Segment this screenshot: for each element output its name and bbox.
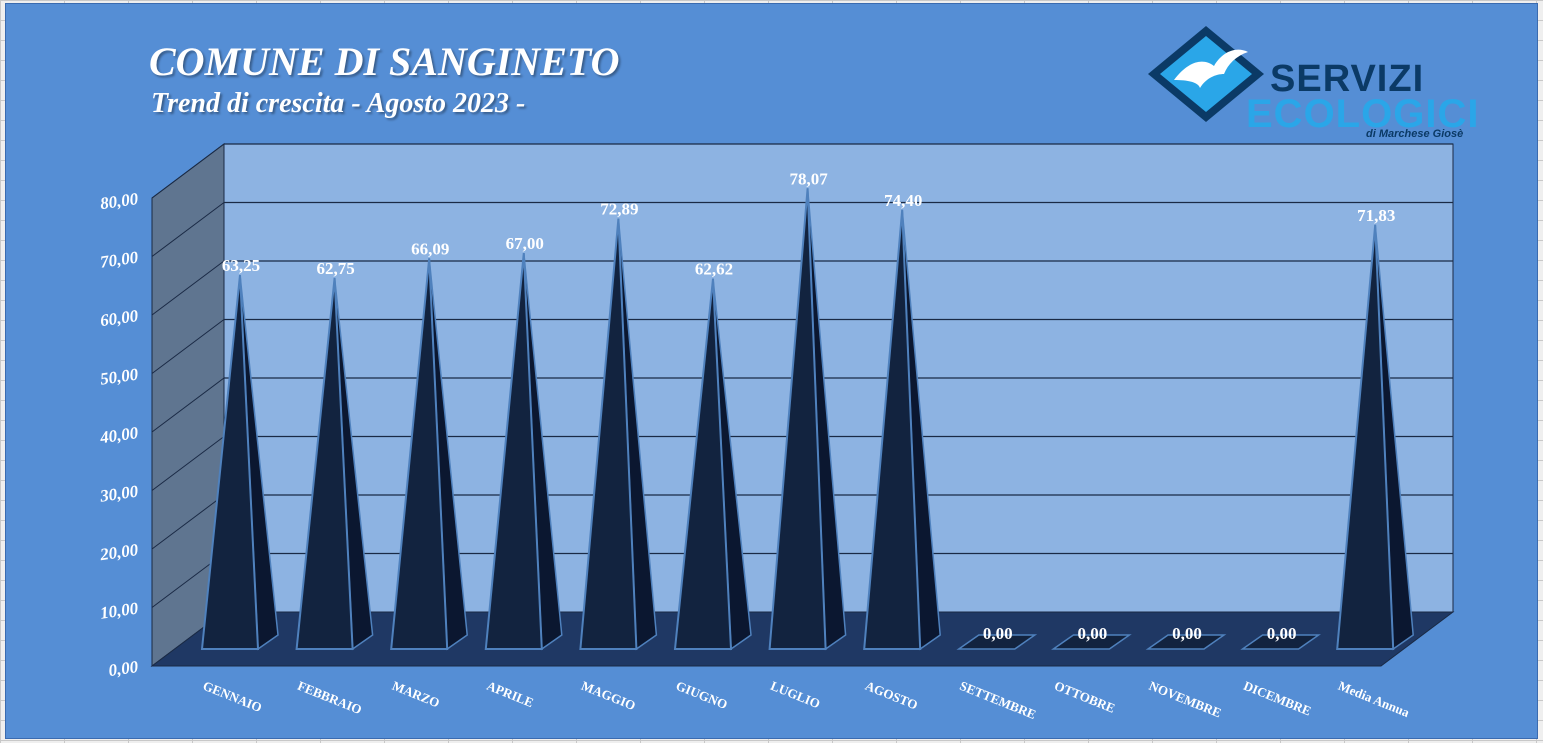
gridline-side: [151, 143, 225, 199]
data-label: 0,00: [1267, 624, 1297, 643]
pyramid-bar: [673, 278, 733, 650]
data-label: 78,07: [789, 169, 828, 188]
pyramid-bar: [1240, 634, 1321, 650]
x-tick-label: MARZO: [390, 678, 442, 711]
y-tick-label: 0,00: [107, 657, 140, 680]
x-tick-label: FEBBRAIO: [295, 678, 364, 717]
seagull-diamond-icon: [1148, 26, 1264, 122]
x-tick-label: SETTEMBRE: [958, 678, 1039, 722]
data-label: 67,00: [506, 234, 544, 253]
x-tick-label: NOVEMBRE: [1147, 678, 1224, 721]
y-tick-label: 60,00: [99, 306, 140, 330]
chart-area[interactable]: 0,00 10,00 20,00 30,00 40,00 50,00 60,00 70,00 8…: [5, 3, 1538, 739]
chart-title: COMUNE DI SANGINETO: [149, 39, 620, 84]
data-label: 0,00: [983, 624, 1013, 643]
gridline-side: [151, 319, 225, 374]
pyramid-bar: [579, 218, 638, 650]
y-tick-label: 40,00: [98, 423, 140, 447]
x-tick-label: MAGGIO: [579, 678, 638, 713]
data-label: 71,83: [1357, 206, 1395, 225]
company-logo: SERVIZI ECOLOGICI di Marchese Giosè: [1144, 22, 1478, 144]
data-label: 62,62: [695, 260, 733, 279]
data-label: 0,00: [1172, 624, 1202, 643]
x-tick-label: LUGLIO: [768, 678, 822, 711]
x-tick-label: OTTOBRE: [1052, 678, 1117, 716]
chart-subtitle: Trend di crescita - Agosto 2023 -: [151, 88, 526, 119]
gridline-side: [151, 202, 225, 257]
logo-line1: SERVIZI: [1270, 58, 1425, 100]
pyramid-bar: [863, 209, 922, 650]
y-tick-label: 70,00: [99, 248, 140, 272]
data-label: 74,40: [884, 191, 922, 210]
x-tick-label: Media Annua: [1336, 678, 1412, 720]
x-tick-label: DICEMBRE: [1241, 678, 1313, 719]
gridline-side: [151, 260, 225, 316]
data-label: 63,25: [222, 256, 260, 275]
logo-line2: ECOLOGICI: [1246, 92, 1480, 136]
gridline-side: [151, 494, 225, 550]
x-tick-label: GENNAIO: [201, 678, 264, 715]
pyramid-bar: [1051, 634, 1132, 650]
data-label: 72,89: [600, 200, 638, 219]
pyramid-bar: [768, 188, 827, 650]
pyramid-bar: [956, 634, 1038, 650]
logo-line3: di Marchese Giosè: [1366, 128, 1464, 140]
x-tick-label: APRILE: [485, 678, 536, 710]
data-label: 62,75: [316, 259, 354, 278]
pyramid-bar: [484, 252, 543, 650]
pyramid-bar: [200, 274, 260, 650]
y-tick-label: 50,00: [99, 365, 140, 389]
x-tick-label: AGOSTO: [863, 678, 920, 713]
y-tick-label: 80,00: [99, 189, 140, 213]
pyramid-bar: [390, 258, 449, 650]
data-label: 0,00: [1078, 624, 1108, 643]
gridline-side: [151, 377, 225, 433]
y-tick-label: 30,00: [98, 482, 140, 506]
pyramid-bar: [295, 277, 354, 650]
pyramid-bar: [1145, 634, 1227, 650]
y-tick-label: 20,00: [98, 540, 140, 564]
pyramid-bar: [1336, 224, 1395, 650]
data-label: 66,09: [411, 239, 449, 258]
x-tick-label: GIUGNO: [674, 678, 730, 712]
gridline-side: [151, 436, 225, 491]
y-tick-label: 10,00: [99, 599, 140, 623]
chart-svg: 0,00 10,00 20,00 30,00 40,00 50,00 60,00 70,00 8…: [98, 143, 1455, 722]
